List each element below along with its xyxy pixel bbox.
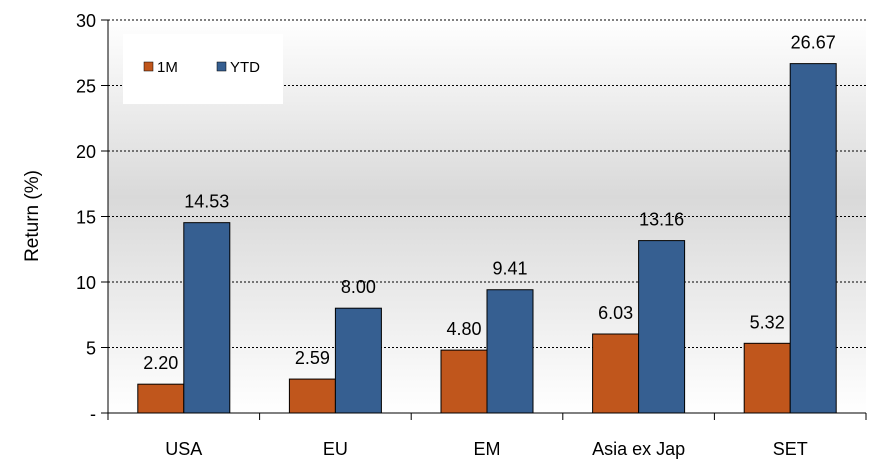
bar-1m-usa xyxy=(137,383,185,414)
bar-1m-eu xyxy=(288,378,336,414)
x-tick-label: Asia ex Jap xyxy=(592,439,685,459)
legend-label-1m: 1M xyxy=(157,59,178,76)
bar-ytd-set xyxy=(789,63,837,414)
bar-ytd-usa xyxy=(183,222,231,414)
data-label: 4.80 xyxy=(446,319,481,339)
data-label: 9.41 xyxy=(492,259,527,279)
data-label: 8.00 xyxy=(341,277,376,297)
bars xyxy=(137,63,837,414)
y-tick-label: 15 xyxy=(76,208,96,228)
x-tick-label: SET xyxy=(773,439,808,459)
x-tick-label: USA xyxy=(165,439,202,459)
bar-ytd-em xyxy=(486,289,534,414)
bar-ytd-asia-ex-jap xyxy=(638,240,686,414)
y-tick-label: 30 xyxy=(76,11,96,31)
data-label: 2.20 xyxy=(143,353,178,373)
y-tick-label: - xyxy=(90,404,96,424)
data-label: 26.67 xyxy=(791,33,836,53)
data-label: 6.03 xyxy=(598,303,633,323)
data-label: 14.53 xyxy=(184,192,229,212)
y-axis-label: Return (%) xyxy=(22,170,43,262)
x-tick-label: EU xyxy=(323,439,348,459)
data-label: 13.16 xyxy=(639,210,684,230)
y-tick-label: 5 xyxy=(86,339,96,359)
data-label: 5.32 xyxy=(750,312,785,332)
legend-swatch-ytd xyxy=(216,61,227,72)
bar-1m-set xyxy=(743,342,791,414)
bar-1m-asia-ex-jap xyxy=(592,333,640,414)
legend: 1M YTD xyxy=(123,34,283,104)
y-tick-label: 20 xyxy=(76,142,96,162)
bar-ytd-eu xyxy=(334,307,382,414)
axes: - 5 10 15 20 25 30 USA EU EM Asia ex Jap SET xyxy=(76,11,867,459)
legend-label-ytd: YTD xyxy=(230,59,260,76)
y-tick-label: 10 xyxy=(76,273,96,293)
data-label: 2.59 xyxy=(295,348,330,368)
y-tick-label: 25 xyxy=(76,77,96,97)
x-tick-label: EM xyxy=(474,439,501,459)
legend-swatch-1m xyxy=(143,61,154,72)
bar-1m-em xyxy=(440,349,488,414)
data-labels: 2.20 14.53 2.59 8.00 4.80 9.41 6.03 13.16 5.32 26… xyxy=(143,33,835,374)
